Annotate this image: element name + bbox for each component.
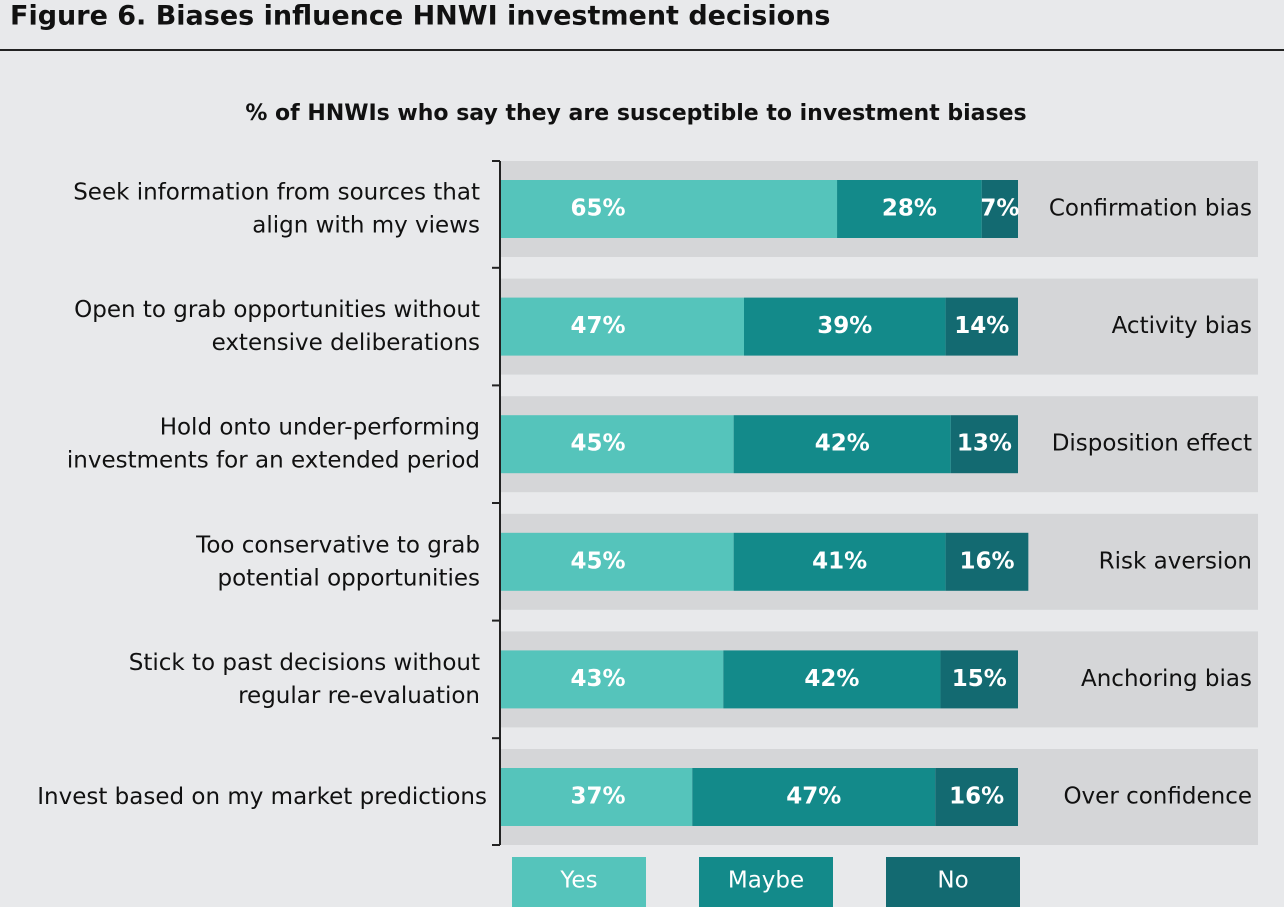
category-label: Hold onto under-performing investments fo…: [67, 414, 480, 473]
category-note: Anchoring bias: [1081, 666, 1252, 692]
legend-label: Maybe: [728, 868, 804, 894]
bar-segment: [837, 180, 982, 238]
category-label: Invest based on my market predictions: [37, 784, 487, 810]
value-label: 13%: [957, 431, 1012, 457]
value-label: 14%: [954, 313, 1009, 339]
bar-segment: [692, 768, 936, 826]
value-label: 39%: [817, 313, 872, 339]
bar-segment: [501, 650, 724, 709]
legend-swatch: [699, 857, 833, 907]
category-label: Stick to past decisions without regular r…: [129, 649, 480, 708]
chart-title: % of HNWIs who say they are susceptible …: [245, 101, 1026, 126]
category-note: Risk aversion: [1099, 548, 1252, 574]
bar-segment: [501, 180, 838, 238]
category-label: Too conservative to grab potential opport…: [195, 532, 480, 591]
value-label: 37%: [570, 784, 625, 810]
bar-segment: [733, 532, 946, 591]
bar-segment: [935, 768, 1018, 826]
bar-segment: [981, 180, 1018, 238]
bar-segment: [940, 650, 1018, 709]
bar-segment: [723, 650, 941, 709]
legend-swatch: [512, 857, 646, 907]
legend-swatch: [886, 857, 1020, 907]
value-label: 15%: [952, 666, 1007, 692]
bar-segment: [950, 415, 1018, 474]
category-note: Over confidence: [1063, 784, 1252, 810]
value-label: 7%: [980, 196, 1019, 222]
value-label: 45%: [570, 548, 625, 574]
figure-title: Figure 6. Biases influence HNWI investme…: [10, 1, 830, 32]
value-label: 28%: [882, 196, 937, 222]
legend-label: Yes: [559, 868, 597, 894]
bar-segment: [945, 532, 1029, 591]
value-label: 47%: [786, 784, 841, 810]
bar-segment: [733, 415, 951, 474]
bar-segment: [945, 297, 1018, 356]
category-label: Open to grab opportunities without extens…: [74, 297, 480, 356]
legend-label: No: [937, 868, 968, 894]
value-label: 45%: [570, 431, 625, 457]
bar-segment: [501, 532, 734, 591]
value-label: 43%: [570, 666, 625, 692]
bar-segment: [501, 415, 734, 474]
value-label: 41%: [812, 548, 867, 574]
bar-segment: [743, 297, 946, 356]
category-note: Disposition effect: [1052, 431, 1252, 457]
bar-segment: [501, 768, 693, 826]
value-label: 16%: [959, 548, 1014, 574]
category-note: Activity bias: [1112, 313, 1252, 339]
value-label: 42%: [815, 431, 870, 457]
value-label: 65%: [570, 196, 625, 222]
category-label: Seek information from sources that align …: [73, 179, 480, 238]
value-label: 42%: [804, 666, 859, 692]
value-label: 47%: [570, 313, 625, 339]
category-note: Confirmation bias: [1049, 196, 1252, 222]
bar-segment: [501, 297, 744, 356]
value-label: 16%: [949, 784, 1004, 810]
